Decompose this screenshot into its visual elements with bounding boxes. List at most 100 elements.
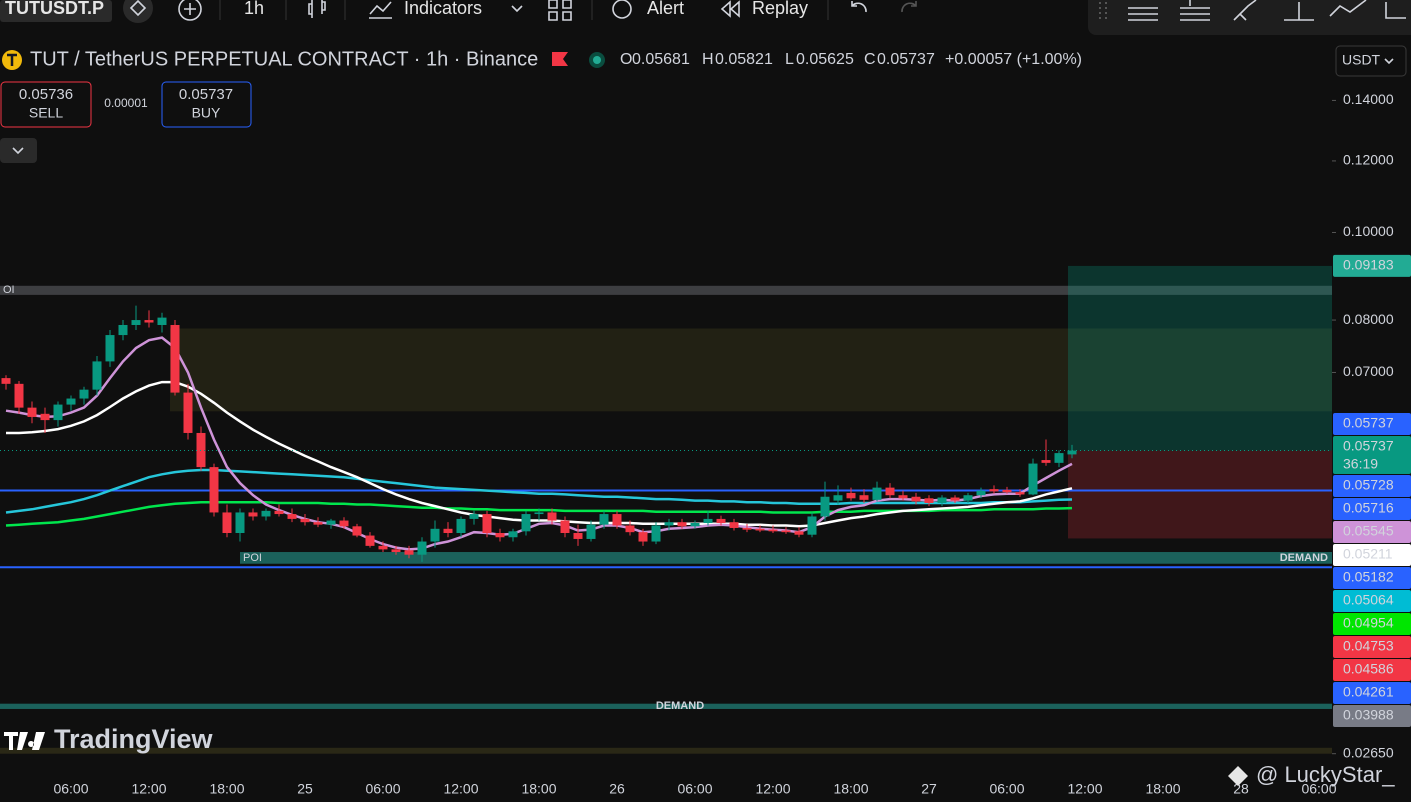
x-tick-label: 12:00 (755, 781, 790, 797)
candle-body (131, 320, 141, 325)
chevron[interactable] (511, 5, 523, 13)
alert-icon[interactable] (612, 0, 632, 19)
tool-lines[interactable] (1128, 7, 1158, 21)
sell-label[interactable]: SELL (29, 105, 63, 121)
tool-box[interactable] (1385, 2, 1406, 19)
status-dot (593, 56, 601, 64)
candle-body (1028, 463, 1038, 495)
candle-body (612, 514, 622, 526)
candle-body (664, 522, 674, 526)
candle-body (859, 495, 869, 500)
candle-body (287, 514, 297, 519)
x-tick-label: 06:00 (677, 781, 712, 797)
replay-icon[interactable] (720, 0, 740, 18)
price-label: 0.04753 (1343, 638, 1394, 654)
candle-body (326, 520, 336, 525)
tool-brush[interactable] (1233, 0, 1257, 21)
change: +0.00057 (+1.00%) (945, 51, 1082, 68)
price-label-box (1333, 613, 1411, 635)
candle-body (703, 518, 713, 524)
candle-body (391, 549, 401, 553)
candle-body (352, 526, 362, 536)
drawing-toolbar (1088, 0, 1411, 35)
price-label-box (1333, 705, 1411, 727)
alert[interactable]: Alert (647, 0, 684, 18)
candle-body (1002, 489, 1012, 493)
x-tick-label: 18:00 (833, 781, 868, 797)
price-label-box (1333, 436, 1411, 474)
candle-body (404, 550, 414, 555)
alerts-icon[interactable] (123, 0, 153, 23)
chevron (1384, 58, 1394, 65)
plus (184, 3, 196, 15)
layout-icon[interactable] (548, 0, 572, 21)
undo-icon[interactable] (851, 1, 867, 13)
collapse-button[interactable] (0, 138, 37, 163)
price-label-box (1333, 567, 1411, 589)
price-label: 0.05064 (1343, 592, 1394, 608)
zone-label: OI (3, 284, 15, 296)
currency[interactable]: USDT (1342, 52, 1381, 68)
sell-price[interactable]: 0.05736 (19, 86, 73, 103)
candle-body (222, 512, 232, 534)
price-label: 0.05211 (1343, 546, 1393, 562)
candle-body (1067, 450, 1077, 455)
price-label: 0.05737 (1343, 415, 1394, 431)
x-tick-label: 12:00 (1067, 781, 1102, 797)
candle-body (924, 498, 934, 503)
tool-levels[interactable] (1180, 0, 1210, 21)
chevron (12, 147, 24, 155)
redo-icon[interactable] (901, 1, 917, 13)
candle-body (742, 527, 752, 530)
candle-body (274, 510, 284, 515)
add-icon[interactable] (178, 0, 202, 21)
candle-body (521, 514, 531, 532)
currency-box[interactable] (1335, 45, 1407, 77)
price-label: 0.04586 (1343, 661, 1394, 677)
candle-body (963, 495, 973, 501)
candle-body (820, 496, 830, 517)
candles-icon[interactable] (308, 0, 326, 18)
candle-body (1015, 492, 1025, 495)
candle-body (300, 518, 310, 523)
replay[interactable]: Replay (752, 0, 808, 18)
x-tick-label: 06:00 (989, 781, 1024, 797)
candle-body (235, 512, 245, 534)
tool-pattern[interactable] (1329, 0, 1367, 17)
price-label: 0.05182 (1343, 569, 1394, 585)
buy-button[interactable] (161, 81, 252, 128)
sell-button[interactable] (0, 81, 92, 128)
candle-body (534, 512, 544, 515)
candle-body (599, 514, 609, 525)
drag-handle[interactable] (1099, 2, 1107, 20)
flag-icon[interactable] (552, 52, 568, 66)
indicators[interactable]: Indicators (404, 0, 482, 18)
buy-price[interactable]: 0.05737 (179, 86, 233, 103)
price-label-box (1333, 636, 1411, 658)
logo-mark (7, 53, 17, 66)
candle-body (378, 545, 388, 550)
candle-body (66, 398, 76, 405)
candle-body (365, 535, 375, 546)
tradingview-logo (4, 732, 45, 750)
price-label-box (1333, 475, 1411, 497)
candle-body (1041, 460, 1051, 463)
watermark: TradingView (54, 724, 214, 754)
price-label: 0.04261 (1343, 684, 1394, 700)
symbol-box[interactable] (0, 0, 112, 22)
candle-body (79, 389, 89, 399)
zone-label: DEMAND (1280, 552, 1328, 564)
candle-body (196, 432, 206, 468)
candle-body (482, 514, 492, 534)
candle-body (40, 413, 50, 421)
symbol[interactable]: TUTUSDT.P (5, 0, 104, 18)
tool-measure[interactable] (1284, 2, 1314, 21)
buy-label[interactable]: BUY (192, 105, 221, 121)
interval[interactable]: 1h (244, 0, 264, 18)
zone-label: DEMAND (656, 700, 704, 712)
indicators-icon[interactable] (369, 1, 392, 19)
candle-body (209, 467, 219, 513)
candle-body (339, 520, 349, 527)
candle-body (898, 495, 908, 499)
